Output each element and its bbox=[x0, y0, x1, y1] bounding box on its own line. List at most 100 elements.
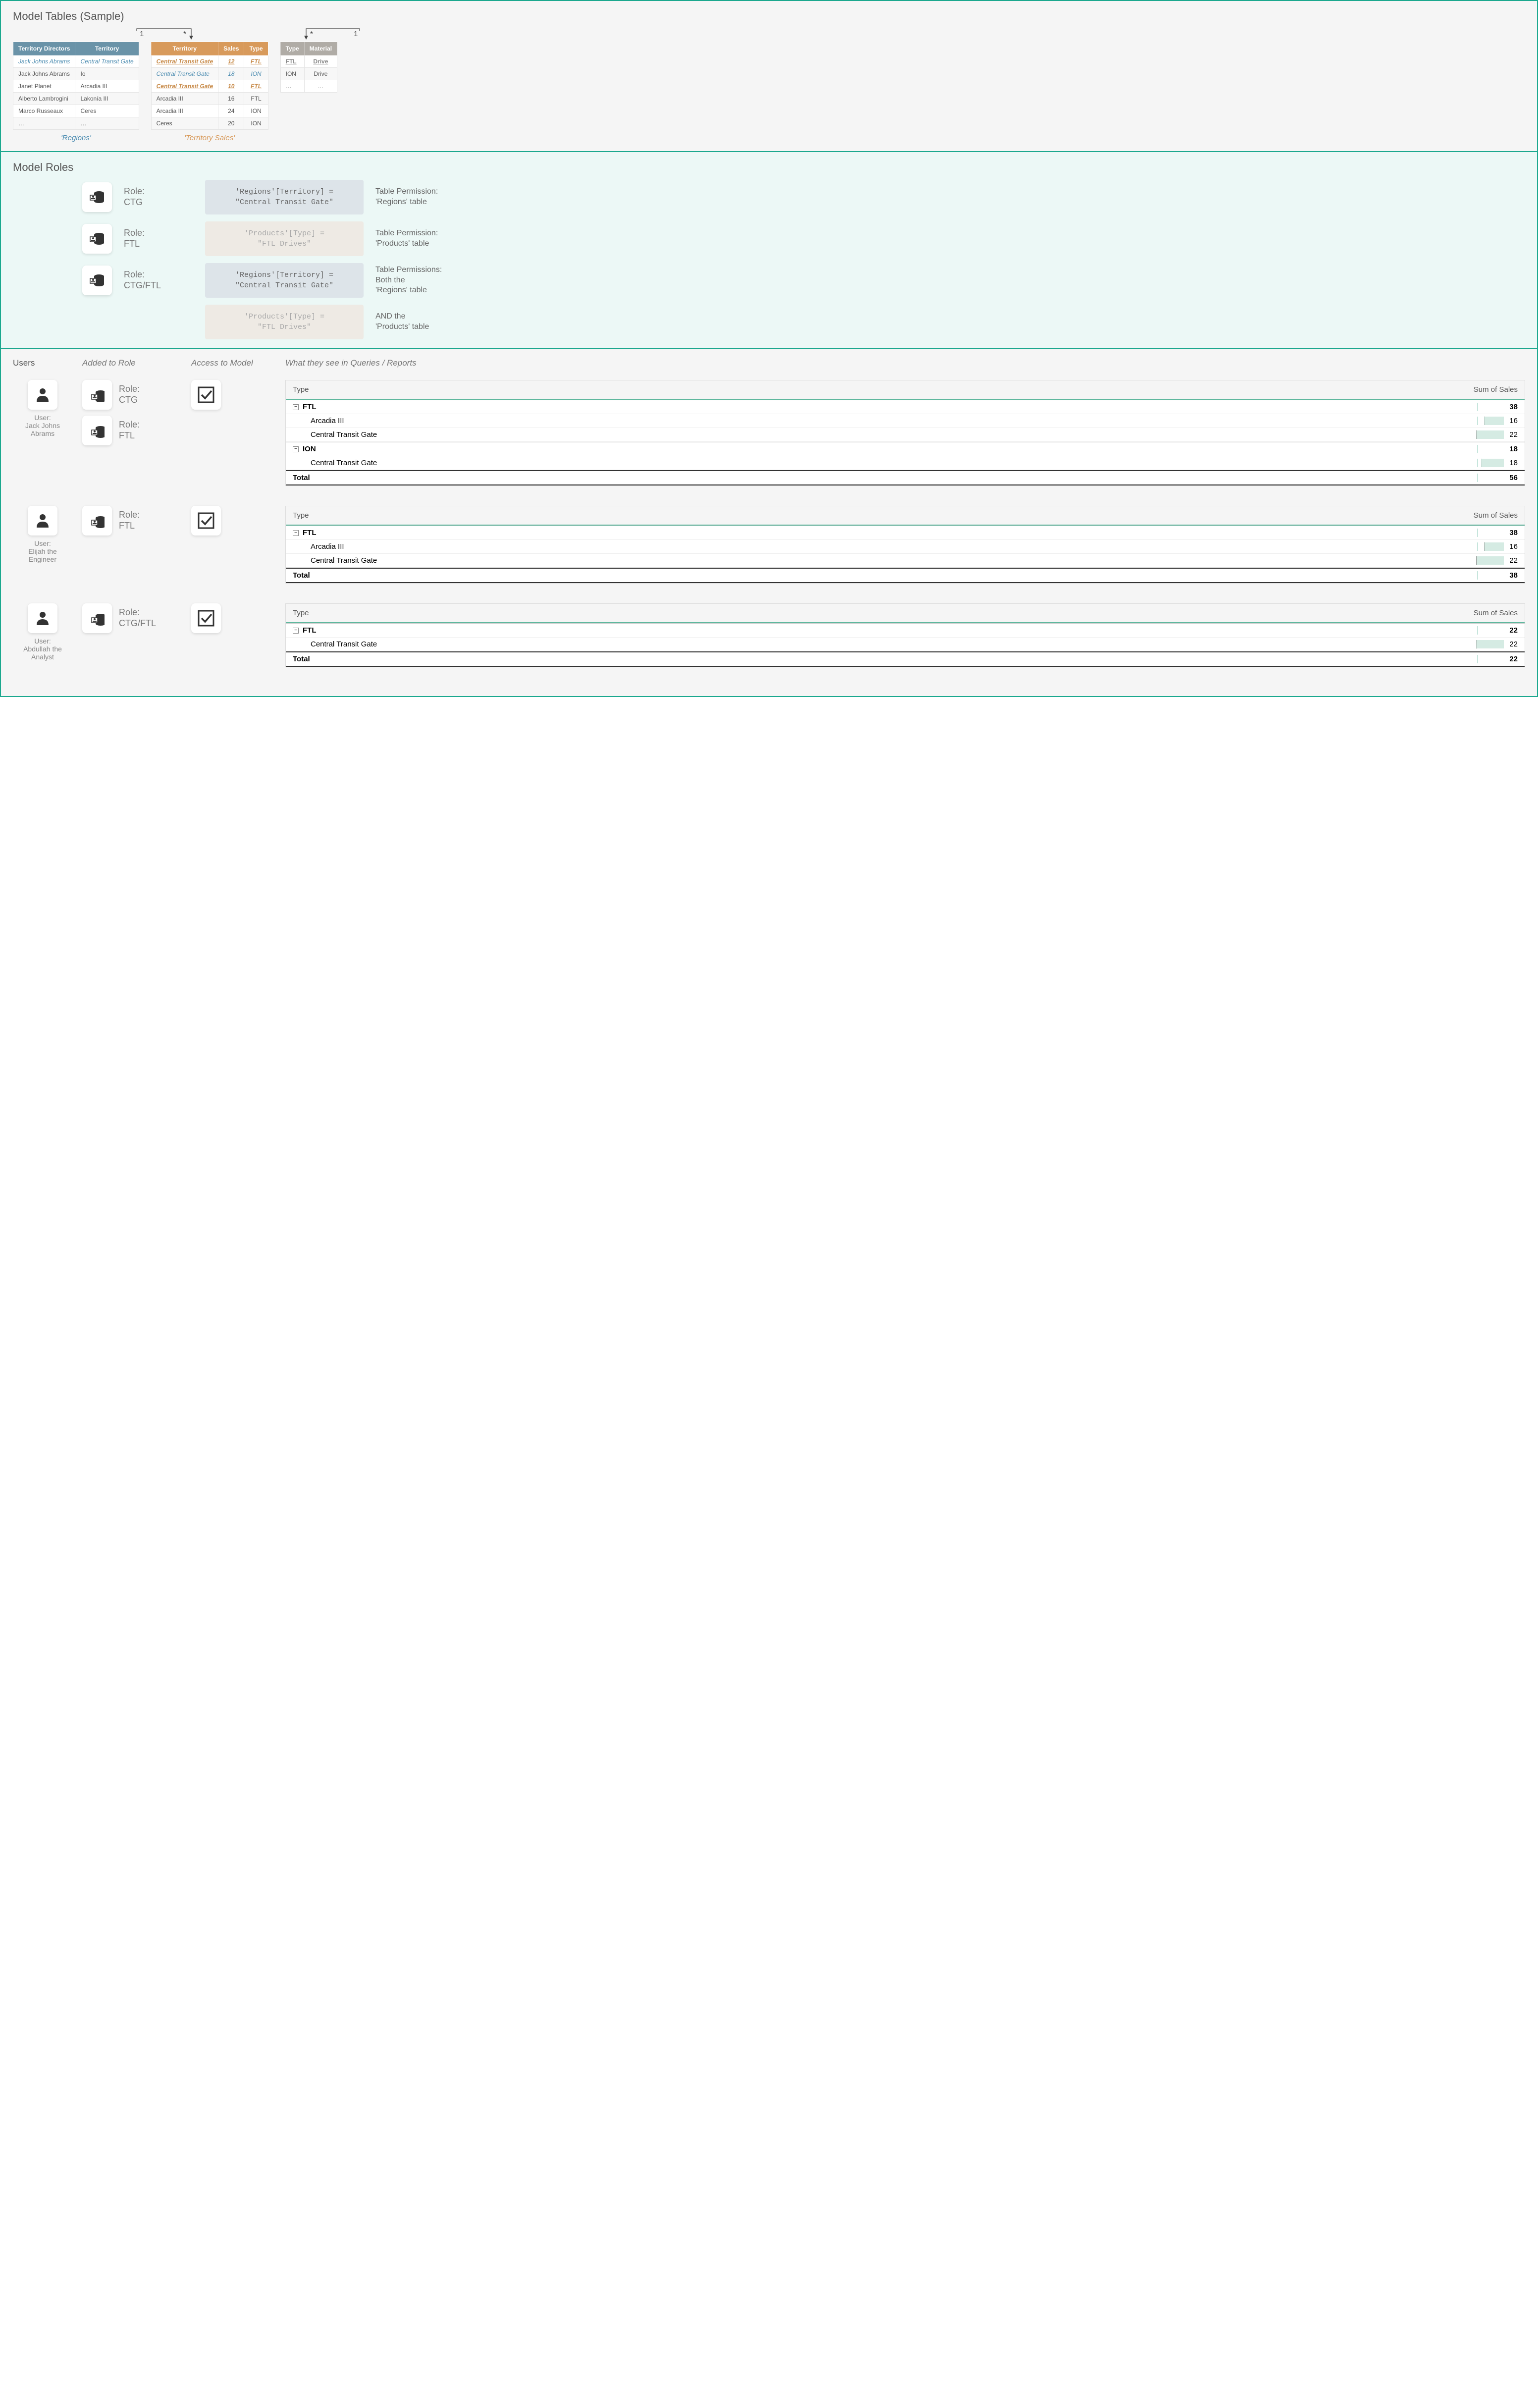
report-col-sum: Sum of Sales bbox=[1474, 385, 1518, 394]
cell: Central Transit Gate bbox=[151, 68, 218, 80]
data-table: TypeMaterialFTLDriveIONDrive…… bbox=[280, 42, 337, 93]
cell: … bbox=[304, 80, 337, 93]
report-group: −FTL38 bbox=[286, 526, 1525, 540]
report-group: −FTL22 bbox=[286, 623, 1525, 638]
total-value: 22 bbox=[1478, 654, 1518, 664]
role-item: Role:CTG/FTL bbox=[82, 603, 181, 633]
row-label: Arcadia III bbox=[293, 542, 344, 551]
role-icon-card bbox=[82, 506, 112, 535]
report-table: TypeSum of Sales−FTL22Central Transit Ga… bbox=[285, 603, 1525, 667]
role-label: Role:FTL bbox=[119, 510, 140, 531]
row-label: Central Transit Gate bbox=[293, 640, 377, 648]
role-label: Role:CTG bbox=[124, 186, 193, 208]
cell: 12 bbox=[218, 55, 244, 68]
permission-code: 'Products'[Type] ="FTL Drives" bbox=[205, 305, 364, 339]
group-label: FTL bbox=[303, 529, 317, 537]
relationship-arrows bbox=[13, 29, 1525, 41]
col-header: Territory Directors bbox=[13, 42, 75, 55]
permission-text: Table Permissions:Both the'Regions' tabl… bbox=[375, 265, 1525, 296]
report-col-type: Type bbox=[293, 609, 309, 617]
col-header: Type bbox=[280, 42, 304, 55]
group-total: 22 bbox=[1478, 625, 1518, 636]
report-col-type: Type bbox=[293, 511, 309, 520]
user-icon-card bbox=[28, 506, 57, 535]
cell: ION bbox=[280, 68, 304, 80]
total-label: Total bbox=[293, 474, 310, 482]
data-table: TerritorySalesTypeCentral Transit Gate12… bbox=[151, 42, 268, 130]
permission-code: 'Regions'[Territory] ="Central Transit G… bbox=[205, 180, 364, 214]
cardinality-many: * bbox=[183, 30, 186, 38]
collapse-icon[interactable]: − bbox=[293, 628, 299, 634]
user-icon-card bbox=[28, 603, 57, 633]
report-group: −FTL 38 bbox=[286, 400, 1525, 414]
cell: Ceres bbox=[151, 117, 218, 130]
permission-text: Table Permission:'Products' table bbox=[375, 228, 1525, 249]
group-label: FTL bbox=[303, 403, 317, 411]
cell: … bbox=[75, 117, 139, 130]
report-total: Total56 bbox=[286, 470, 1525, 485]
model-tables-section: Model Tables (Sample) 1**1 Territory Dir… bbox=[1, 1, 1537, 152]
value-bar bbox=[1476, 430, 1504, 439]
cell: Jack Johns Abrams bbox=[13, 68, 75, 80]
cell: FTL bbox=[280, 55, 304, 68]
cell: Ceres bbox=[75, 105, 139, 117]
access-cell bbox=[191, 506, 275, 535]
cell: 16 bbox=[218, 93, 244, 105]
total-label: Total bbox=[293, 655, 310, 663]
collapse-icon[interactable]: − bbox=[293, 446, 299, 452]
db-role-icon bbox=[90, 423, 105, 438]
cell: Drive bbox=[304, 55, 337, 68]
cell: Arcadia III bbox=[151, 93, 218, 105]
access-cell bbox=[191, 380, 275, 410]
role-label: Role:FTL bbox=[119, 420, 140, 441]
col-header: Sales bbox=[218, 42, 244, 55]
cell: Arcadia III bbox=[75, 80, 139, 93]
table-label: 'Territory Sales' bbox=[184, 134, 235, 142]
col-header: Territory bbox=[75, 42, 139, 55]
tables-row: Territory DirectorsTerritory Jack Johns A… bbox=[13, 42, 1525, 142]
user-row: User:Abdullah theAnalyst Role:CTG/FTL Type… bbox=[13, 603, 1525, 667]
access-icon-card bbox=[191, 506, 221, 535]
report-col-type: Type bbox=[293, 385, 309, 394]
col-see: What they see in Queries / Reports bbox=[285, 358, 1525, 368]
total-label: Total bbox=[293, 571, 310, 580]
section-title: Model Tables (Sample) bbox=[13, 10, 1525, 23]
role-label: Role:CTG/FTL bbox=[124, 269, 193, 291]
report-total: Total 38 bbox=[286, 568, 1525, 583]
group-label: ION bbox=[303, 445, 316, 453]
user-row: User:Jack JohnsAbramsRole:CTGRole:FTLTyp… bbox=[13, 380, 1525, 486]
role-label: Role:FTL bbox=[124, 228, 193, 249]
cell: 10 bbox=[218, 80, 244, 93]
user-row: User:Elijah theEngineerRole:FTLTypeSum o… bbox=[13, 506, 1525, 584]
row-value: 16 bbox=[1478, 541, 1518, 552]
db-role-icon bbox=[90, 387, 105, 402]
total-value: 38 bbox=[1478, 570, 1518, 581]
row-value: 18 bbox=[1478, 458, 1518, 468]
report-row: Central Transit Gate22 bbox=[286, 554, 1525, 568]
collapse-icon[interactable]: − bbox=[293, 404, 299, 410]
collapse-icon[interactable]: − bbox=[293, 530, 299, 536]
role-stack: Role:CTGRole:FTL bbox=[82, 380, 181, 445]
report-table: TypeSum of Sales−FTL38Arcadia III16Centr… bbox=[285, 380, 1525, 486]
user-icon bbox=[34, 512, 52, 530]
users-section: Users Added to Role Access to Model What… bbox=[1, 349, 1537, 696]
access-icon-card bbox=[191, 603, 221, 633]
group-total: 38 bbox=[1478, 402, 1518, 412]
user-block: User:Abdullah theAnalyst bbox=[13, 603, 72, 661]
cell: Drive bbox=[304, 68, 337, 80]
section-title: Model Roles bbox=[13, 161, 1525, 174]
role-icon-card bbox=[82, 224, 112, 254]
cell: Marco Russeaux bbox=[13, 105, 75, 117]
cell: Central Transit Gate bbox=[151, 55, 218, 68]
cell: FTL bbox=[244, 80, 268, 93]
col-added: Added to Role bbox=[82, 358, 181, 368]
user-block: User:Elijah theEngineer bbox=[13, 506, 72, 563]
diagram-container: Model Tables (Sample) 1**1 Territory Dir… bbox=[0, 0, 1538, 697]
row-value: 22 bbox=[1478, 555, 1518, 566]
cell: 18 bbox=[218, 68, 244, 80]
report-row: Central Transit Gate18 bbox=[286, 456, 1525, 470]
cell: ION bbox=[244, 68, 268, 80]
role-label: Role:CTG/FTL bbox=[119, 607, 156, 629]
cell: Central Transit Gate bbox=[151, 80, 218, 93]
access-icon-card bbox=[191, 380, 221, 410]
